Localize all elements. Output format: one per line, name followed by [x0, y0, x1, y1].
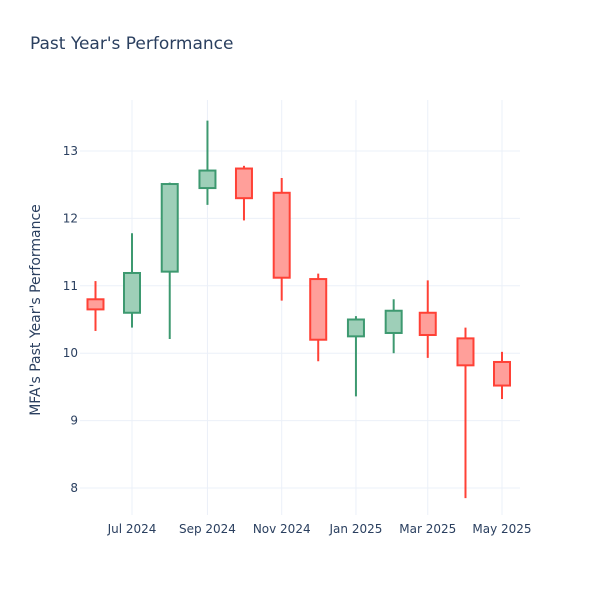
x-tick-label: Sep 2024	[179, 522, 236, 536]
y-tick-label: 8	[70, 481, 78, 495]
candle	[384, 299, 403, 354]
y-tick-label: 12	[63, 211, 78, 225]
chart-title: Past Year's Performance	[30, 34, 234, 54]
candles	[86, 120, 511, 499]
candle	[234, 165, 253, 221]
candle	[86, 281, 105, 331]
candle	[272, 177, 291, 301]
x-tick-label: Mar 2025	[399, 522, 456, 536]
x-tick-label: Jan 2025	[329, 522, 383, 536]
candle	[493, 351, 511, 400]
candle	[160, 182, 179, 340]
candle-body	[418, 311, 437, 337]
candle-body	[309, 278, 328, 341]
candle-body	[160, 183, 179, 273]
x-tick-labels: Jul 2024 Sep 2024 Nov 2024 Jan 2025 Mar 2025…	[107, 522, 532, 536]
x-tick-label: May 2025	[472, 522, 531, 536]
candle-body	[234, 167, 253, 200]
candle-body	[346, 318, 365, 338]
candle-body	[384, 309, 403, 334]
grid-lines	[80, 100, 520, 515]
candle-body	[272, 191, 291, 279]
candle-body	[86, 298, 105, 311]
x-tick-label: Nov 2024	[253, 522, 311, 536]
candle	[123, 233, 141, 328]
candle	[418, 280, 437, 358]
y-tick-label: 11	[63, 279, 78, 293]
candle-body	[198, 169, 217, 190]
candle-body	[456, 337, 475, 367]
y-tick-labels: 8 9 10 11 12 13	[63, 144, 78, 495]
candle-body	[493, 360, 511, 387]
x-tick-label: Jul 2024	[107, 522, 157, 536]
y-tick-label: 9	[70, 414, 78, 428]
candle	[309, 273, 328, 362]
candle	[346, 316, 365, 397]
candle	[198, 120, 217, 205]
candle	[456, 327, 475, 499]
candle-body	[123, 271, 141, 314]
y-axis-title: MFA's Past Year's Performance	[28, 204, 44, 416]
y-tick-label: 13	[63, 144, 78, 158]
y-tick-label: 10	[63, 346, 78, 360]
